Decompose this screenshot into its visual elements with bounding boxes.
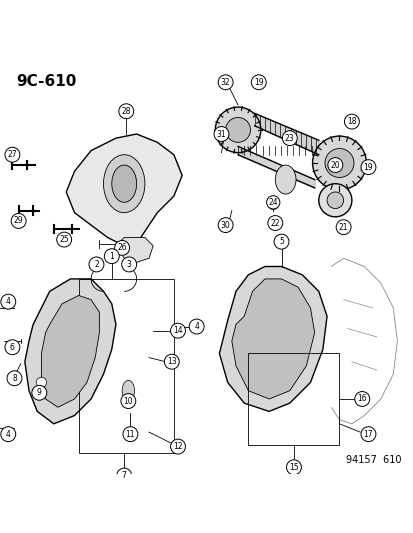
Text: 13: 13: [166, 357, 176, 366]
Text: 30: 30: [220, 221, 230, 230]
Circle shape: [116, 468, 131, 483]
Ellipse shape: [326, 192, 343, 208]
Ellipse shape: [36, 377, 46, 387]
Text: 3: 3: [126, 260, 131, 269]
Text: 14: 14: [173, 326, 183, 335]
Text: 94157  610: 94157 610: [345, 455, 401, 465]
Circle shape: [11, 214, 26, 229]
Text: 10: 10: [123, 397, 133, 406]
Bar: [248, 353, 339, 445]
Text: 11: 11: [126, 430, 135, 439]
Circle shape: [5, 340, 20, 354]
Ellipse shape: [225, 117, 250, 142]
Ellipse shape: [122, 381, 134, 401]
Text: 4: 4: [6, 430, 11, 439]
Circle shape: [119, 104, 133, 119]
Text: 18: 18: [347, 117, 356, 126]
Circle shape: [104, 249, 119, 264]
Circle shape: [121, 257, 136, 272]
Circle shape: [7, 371, 22, 386]
Ellipse shape: [103, 155, 145, 213]
Circle shape: [123, 427, 138, 442]
Text: 16: 16: [356, 394, 366, 403]
Text: 19: 19: [253, 78, 263, 87]
Text: 21: 21: [338, 223, 347, 232]
Circle shape: [170, 439, 185, 454]
Circle shape: [327, 158, 342, 173]
Text: 9C-610: 9C-610: [17, 74, 77, 89]
Text: 23: 23: [284, 134, 294, 143]
Text: 29: 29: [14, 216, 24, 225]
Circle shape: [164, 354, 179, 369]
Text: 4: 4: [6, 297, 11, 306]
Text: 1: 1: [109, 252, 114, 261]
Text: 7: 7: [121, 471, 126, 480]
Text: 9: 9: [37, 388, 42, 397]
Circle shape: [335, 220, 350, 235]
Ellipse shape: [312, 136, 366, 190]
Circle shape: [5, 147, 20, 162]
Circle shape: [344, 114, 358, 129]
Ellipse shape: [112, 165, 136, 203]
Ellipse shape: [318, 184, 351, 217]
Text: 12: 12: [173, 442, 182, 451]
Text: 8: 8: [12, 374, 17, 383]
Circle shape: [57, 232, 71, 247]
Text: 5: 5: [278, 237, 283, 246]
Circle shape: [282, 131, 297, 146]
Circle shape: [266, 196, 279, 209]
Text: 19: 19: [363, 163, 373, 172]
Circle shape: [32, 385, 47, 400]
Text: 26: 26: [117, 244, 127, 252]
Ellipse shape: [324, 149, 353, 177]
Circle shape: [267, 215, 282, 230]
Ellipse shape: [268, 199, 278, 209]
Text: 25: 25: [59, 235, 69, 244]
Polygon shape: [219, 266, 326, 411]
Polygon shape: [41, 295, 99, 407]
Circle shape: [354, 392, 369, 407]
Polygon shape: [116, 238, 153, 262]
Text: 22: 22: [270, 219, 279, 228]
Circle shape: [218, 217, 233, 232]
Text: 32: 32: [220, 78, 230, 87]
Text: 20: 20: [330, 160, 339, 169]
Circle shape: [89, 257, 104, 272]
Text: 24: 24: [268, 198, 278, 207]
Circle shape: [251, 75, 266, 90]
Circle shape: [218, 75, 233, 90]
Circle shape: [1, 427, 16, 442]
Circle shape: [189, 319, 204, 334]
Circle shape: [273, 234, 288, 249]
Circle shape: [360, 160, 375, 175]
Text: 27: 27: [7, 150, 17, 159]
Text: 15: 15: [288, 463, 298, 472]
Polygon shape: [231, 279, 314, 399]
Circle shape: [121, 393, 135, 408]
Text: 6: 6: [10, 343, 15, 352]
Circle shape: [214, 126, 228, 141]
Circle shape: [114, 240, 129, 255]
Circle shape: [286, 460, 301, 475]
Ellipse shape: [215, 107, 260, 152]
Circle shape: [360, 427, 375, 442]
Text: 17: 17: [363, 430, 373, 439]
Ellipse shape: [275, 165, 295, 194]
Polygon shape: [66, 134, 182, 246]
Bar: [78, 279, 173, 453]
Circle shape: [170, 323, 185, 338]
Polygon shape: [25, 279, 116, 424]
Text: 4: 4: [194, 322, 199, 331]
Circle shape: [1, 294, 16, 309]
Text: 28: 28: [121, 107, 131, 116]
Text: 31: 31: [216, 130, 226, 139]
Text: 2: 2: [94, 260, 99, 269]
